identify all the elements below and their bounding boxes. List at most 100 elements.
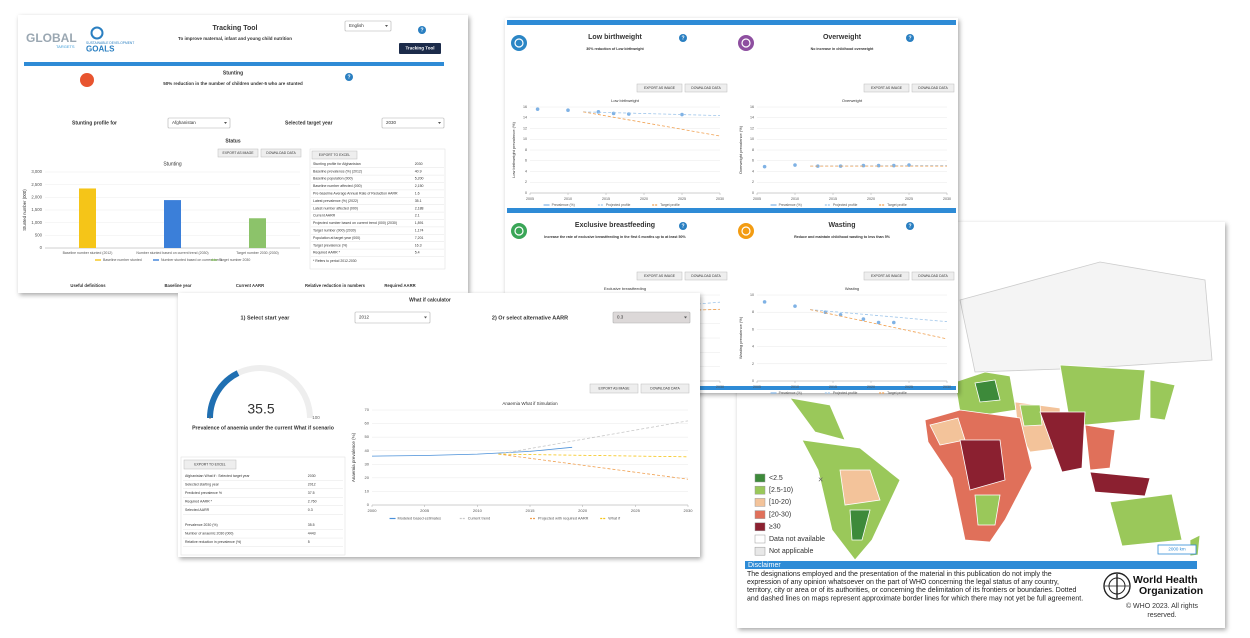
gauge-value — [207, 370, 240, 419]
button[interactable] — [589, 383, 639, 394]
table-cell: 40.9 — [415, 169, 422, 173]
logo-text: GOALS — [86, 45, 115, 54]
help-icon[interactable] — [679, 222, 687, 230]
x-tick-label: 2015 — [602, 197, 610, 201]
legend-label: Projected profile — [606, 203, 631, 207]
dropdown[interactable] — [354, 311, 431, 324]
button[interactable] — [217, 148, 259, 158]
column-header: Baseline year — [164, 283, 191, 288]
button[interactable] — [863, 271, 910, 281]
button[interactable] — [684, 271, 728, 281]
legend-label: Target profile — [660, 203, 680, 207]
table-cell: 2030 — [308, 474, 316, 478]
indicator-title: Exclusive breastfeeding — [575, 222, 655, 229]
button[interactable] — [260, 148, 302, 158]
label: ? — [681, 36, 684, 42]
button-label: EXPORT AS IMAGE — [644, 86, 676, 90]
disclaimer-text: expression of any opinion whatsoever on … — [747, 579, 1059, 586]
legend-label: [10-20) — [769, 499, 791, 506]
y-tick-label: 10 — [750, 293, 754, 297]
x-tick-label: 2005 — [753, 197, 761, 201]
section-title: What if calculator — [409, 297, 451, 303]
y-tick-label: 30 — [364, 461, 369, 466]
table-frame — [309, 148, 446, 270]
button[interactable] — [636, 271, 683, 281]
table-cell: 2.760 — [308, 499, 317, 503]
table-cell: Latest number affected (000) — [313, 206, 358, 210]
y-tick-label: 8 — [752, 310, 754, 314]
button[interactable] — [863, 83, 910, 93]
legend-swatch — [754, 498, 766, 507]
x-tick-label: 2005 — [753, 385, 761, 389]
indicator-icon — [80, 73, 94, 87]
table-cell: Pre-baseline Average Annual Rate of Redu… — [313, 192, 398, 196]
button[interactable] — [911, 83, 955, 93]
button[interactable] — [636, 83, 683, 93]
table-cell: Required AARR * — [185, 499, 213, 503]
y-tick-label: 12 — [750, 126, 754, 130]
y-tick-label: 2,000 — [31, 194, 42, 199]
y-tick-label: 2 — [752, 180, 754, 184]
data-point — [793, 163, 797, 167]
table-cell: Predicted prevalence % — [185, 491, 222, 495]
y-tick-label: 2,500 — [31, 182, 42, 187]
table-cell: 35.1 — [415, 199, 422, 203]
data-point — [680, 112, 684, 117]
table-cell: 37.5 — [308, 491, 315, 495]
button[interactable] — [311, 150, 358, 160]
table-cell: 5.4 — [415, 251, 420, 255]
y-tick-label: 50 — [364, 434, 369, 439]
legend-swatch — [754, 485, 766, 495]
button[interactable] — [684, 83, 728, 93]
section-title: Stunting — [223, 70, 243, 76]
table-cell: Prevalence 2030 (%) — [185, 523, 218, 527]
dropdown-value: 0.3 — [617, 315, 624, 320]
indicator-subtitle: Increase the rate of exclusive breastfee… — [544, 235, 686, 239]
x-tick-label: 2010 — [473, 508, 483, 513]
indicator-icon — [738, 223, 754, 239]
table-cell: Latest prevalence (%) (2022) — [313, 199, 358, 203]
table-cell: 1.6 — [415, 192, 420, 196]
dropdown[interactable] — [167, 117, 231, 129]
table-cell: 0.3 — [308, 508, 313, 512]
x-tick-label: Target number 2030 (2030) — [236, 251, 278, 255]
dropdown[interactable] — [344, 20, 392, 32]
dropdown[interactable] — [381, 117, 445, 129]
page-title: Tracking Tool — [213, 25, 258, 32]
dropdown[interactable] — [612, 311, 691, 324]
y-tick-label: 40 — [364, 448, 369, 453]
y-tick-label: 70 — [364, 407, 369, 412]
logo-text: GLOBAL — [26, 31, 77, 45]
button-label: DOWNLOAD DATA — [650, 386, 680, 390]
label: ? — [420, 28, 423, 34]
indicator-title: Low birthweight — [588, 34, 642, 41]
legend-label: ≥30 — [769, 524, 781, 531]
button[interactable] — [183, 459, 237, 470]
help-icon[interactable] — [679, 34, 687, 42]
y-tick-label: 60 — [364, 421, 369, 426]
who-name: World Health — [1133, 574, 1198, 586]
x-tick-label: 2030 — [683, 508, 693, 513]
nav-button[interactable] — [399, 43, 441, 54]
data-point — [861, 317, 866, 321]
legend-label: Target number 2030 — [219, 258, 250, 262]
x-tick-label: 2000 — [367, 508, 377, 513]
help-icon[interactable] — [906, 222, 914, 230]
chart-title: Low birthweight — [611, 98, 640, 103]
help-icon[interactable] — [345, 73, 353, 81]
legend-label: Prevalence (%) — [779, 391, 802, 395]
button[interactable] — [640, 383, 690, 394]
table-cell: 2.1 — [415, 214, 420, 218]
help-icon[interactable] — [906, 34, 914, 42]
y-tick-label: 6 — [752, 327, 754, 331]
help-icon[interactable] — [418, 26, 426, 34]
button[interactable] — [911, 271, 955, 281]
x-tick-label: 2030 — [943, 385, 951, 389]
y-tick-label: 10 — [750, 137, 754, 141]
column-header: Useful definitions — [70, 283, 106, 288]
indicator-icon — [511, 223, 527, 239]
x-tick-label: Baseline number stunted (2012) — [63, 251, 113, 255]
label: Selected target year — [285, 120, 333, 126]
y-tick-label: 1,000 — [31, 220, 42, 225]
button-label: EXPORT AS IMAGE — [223, 151, 255, 155]
